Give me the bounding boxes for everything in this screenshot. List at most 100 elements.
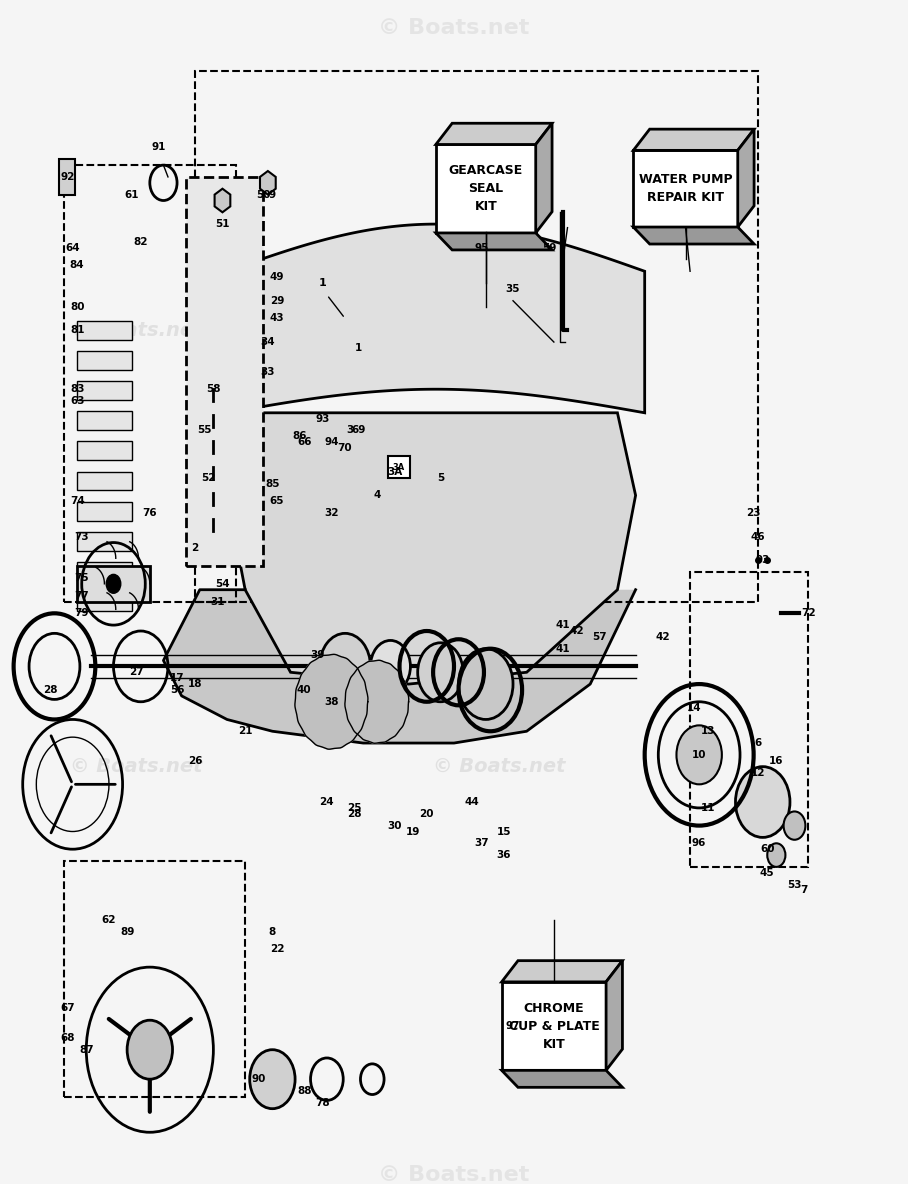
Text: 37: 37 [474,838,489,848]
Text: 9: 9 [269,189,276,200]
Polygon shape [436,233,552,250]
Text: 94: 94 [324,437,339,448]
Text: 65: 65 [270,496,284,507]
Text: 96: 96 [692,838,706,848]
Text: 31: 31 [211,597,225,606]
FancyBboxPatch shape [436,144,536,233]
Text: 67: 67 [61,1003,75,1014]
Polygon shape [77,566,150,601]
Text: 95: 95 [474,243,489,252]
Text: 26: 26 [188,755,202,766]
Polygon shape [214,188,231,212]
Text: 51: 51 [215,219,230,229]
Text: 81: 81 [70,326,84,335]
Text: 64: 64 [65,243,80,252]
Text: 87: 87 [79,1044,94,1055]
Text: 50: 50 [256,189,271,200]
Text: © Boats.net: © Boats.net [70,757,202,777]
Polygon shape [501,1070,623,1087]
Text: 44: 44 [465,797,479,807]
Bar [77,502,132,521]
Polygon shape [436,123,552,144]
Text: 91: 91 [152,142,166,153]
Circle shape [459,649,513,720]
Text: 1: 1 [355,343,362,353]
Text: © Boats.net: © Boats.net [379,1165,529,1184]
Text: 76: 76 [143,508,157,519]
Circle shape [735,766,790,837]
Text: 7: 7 [800,886,807,895]
Text: 73: 73 [74,532,89,541]
Text: 28: 28 [43,686,57,695]
Text: 10: 10 [692,749,706,760]
Bar [77,562,132,581]
Circle shape [784,811,805,839]
Text: 83: 83 [70,385,84,394]
Text: 36: 36 [497,850,511,860]
Bar [59,159,75,194]
Text: 42: 42 [569,626,584,636]
Text: 16: 16 [769,755,784,766]
Text: 27: 27 [129,668,143,677]
Text: 3A: 3A [388,466,402,477]
Text: 52: 52 [202,472,216,483]
Text: 80: 80 [70,302,84,311]
Text: 75: 75 [74,573,89,583]
Text: 11: 11 [701,803,716,813]
Polygon shape [295,655,368,749]
Text: 18: 18 [188,680,202,689]
Text: 68: 68 [61,1032,75,1043]
Polygon shape [634,227,754,244]
Circle shape [418,643,463,702]
Text: 84: 84 [70,260,84,270]
Bar [186,176,263,566]
Text: © Boats.net: © Boats.net [433,321,566,340]
Text: 97: 97 [506,1021,520,1031]
Text: 61: 61 [124,189,139,200]
Text: © Boats.net: © Boats.net [433,757,566,777]
Bar [77,592,132,611]
Polygon shape [737,129,754,227]
Text: 70: 70 [338,443,352,453]
Circle shape [676,726,722,784]
Bar [64,861,245,1096]
Text: 4: 4 [373,490,380,501]
Text: 53: 53 [787,880,802,889]
Text: 78: 78 [315,1098,330,1108]
Text: GEARCASE
SEAL
KIT: GEARCASE SEAL KIT [449,165,523,213]
Text: 93: 93 [755,555,770,565]
Text: 56: 56 [170,686,184,695]
Text: 34: 34 [261,337,275,347]
Text: 33: 33 [261,367,275,377]
Text: 85: 85 [265,478,280,489]
Bar [64,165,236,601]
Text: 13: 13 [701,726,716,736]
Text: 77: 77 [74,591,89,600]
Text: 41: 41 [556,644,570,654]
Text: 62: 62 [102,915,116,925]
Text: 3A: 3A [393,463,405,471]
Text: 55: 55 [197,425,212,436]
Circle shape [127,1021,173,1079]
Text: 32: 32 [324,508,339,519]
Text: 88: 88 [297,1086,311,1096]
Text: 24: 24 [320,797,334,807]
Text: 86: 86 [292,431,307,442]
Text: 41: 41 [556,620,570,630]
Bar [77,350,132,369]
Text: 74: 74 [70,496,84,507]
Text: 46: 46 [751,532,765,541]
Text: 38: 38 [324,696,339,707]
Circle shape [106,574,121,593]
Text: 79: 79 [74,609,89,618]
Text: 5: 5 [437,472,444,483]
Polygon shape [163,590,636,744]
Text: 20: 20 [419,809,434,819]
FancyBboxPatch shape [634,150,737,227]
Polygon shape [345,661,409,744]
Circle shape [250,1050,295,1108]
Text: 93: 93 [315,413,330,424]
Text: 21: 21 [238,726,252,736]
Circle shape [767,843,785,867]
Text: 23: 23 [746,508,761,519]
